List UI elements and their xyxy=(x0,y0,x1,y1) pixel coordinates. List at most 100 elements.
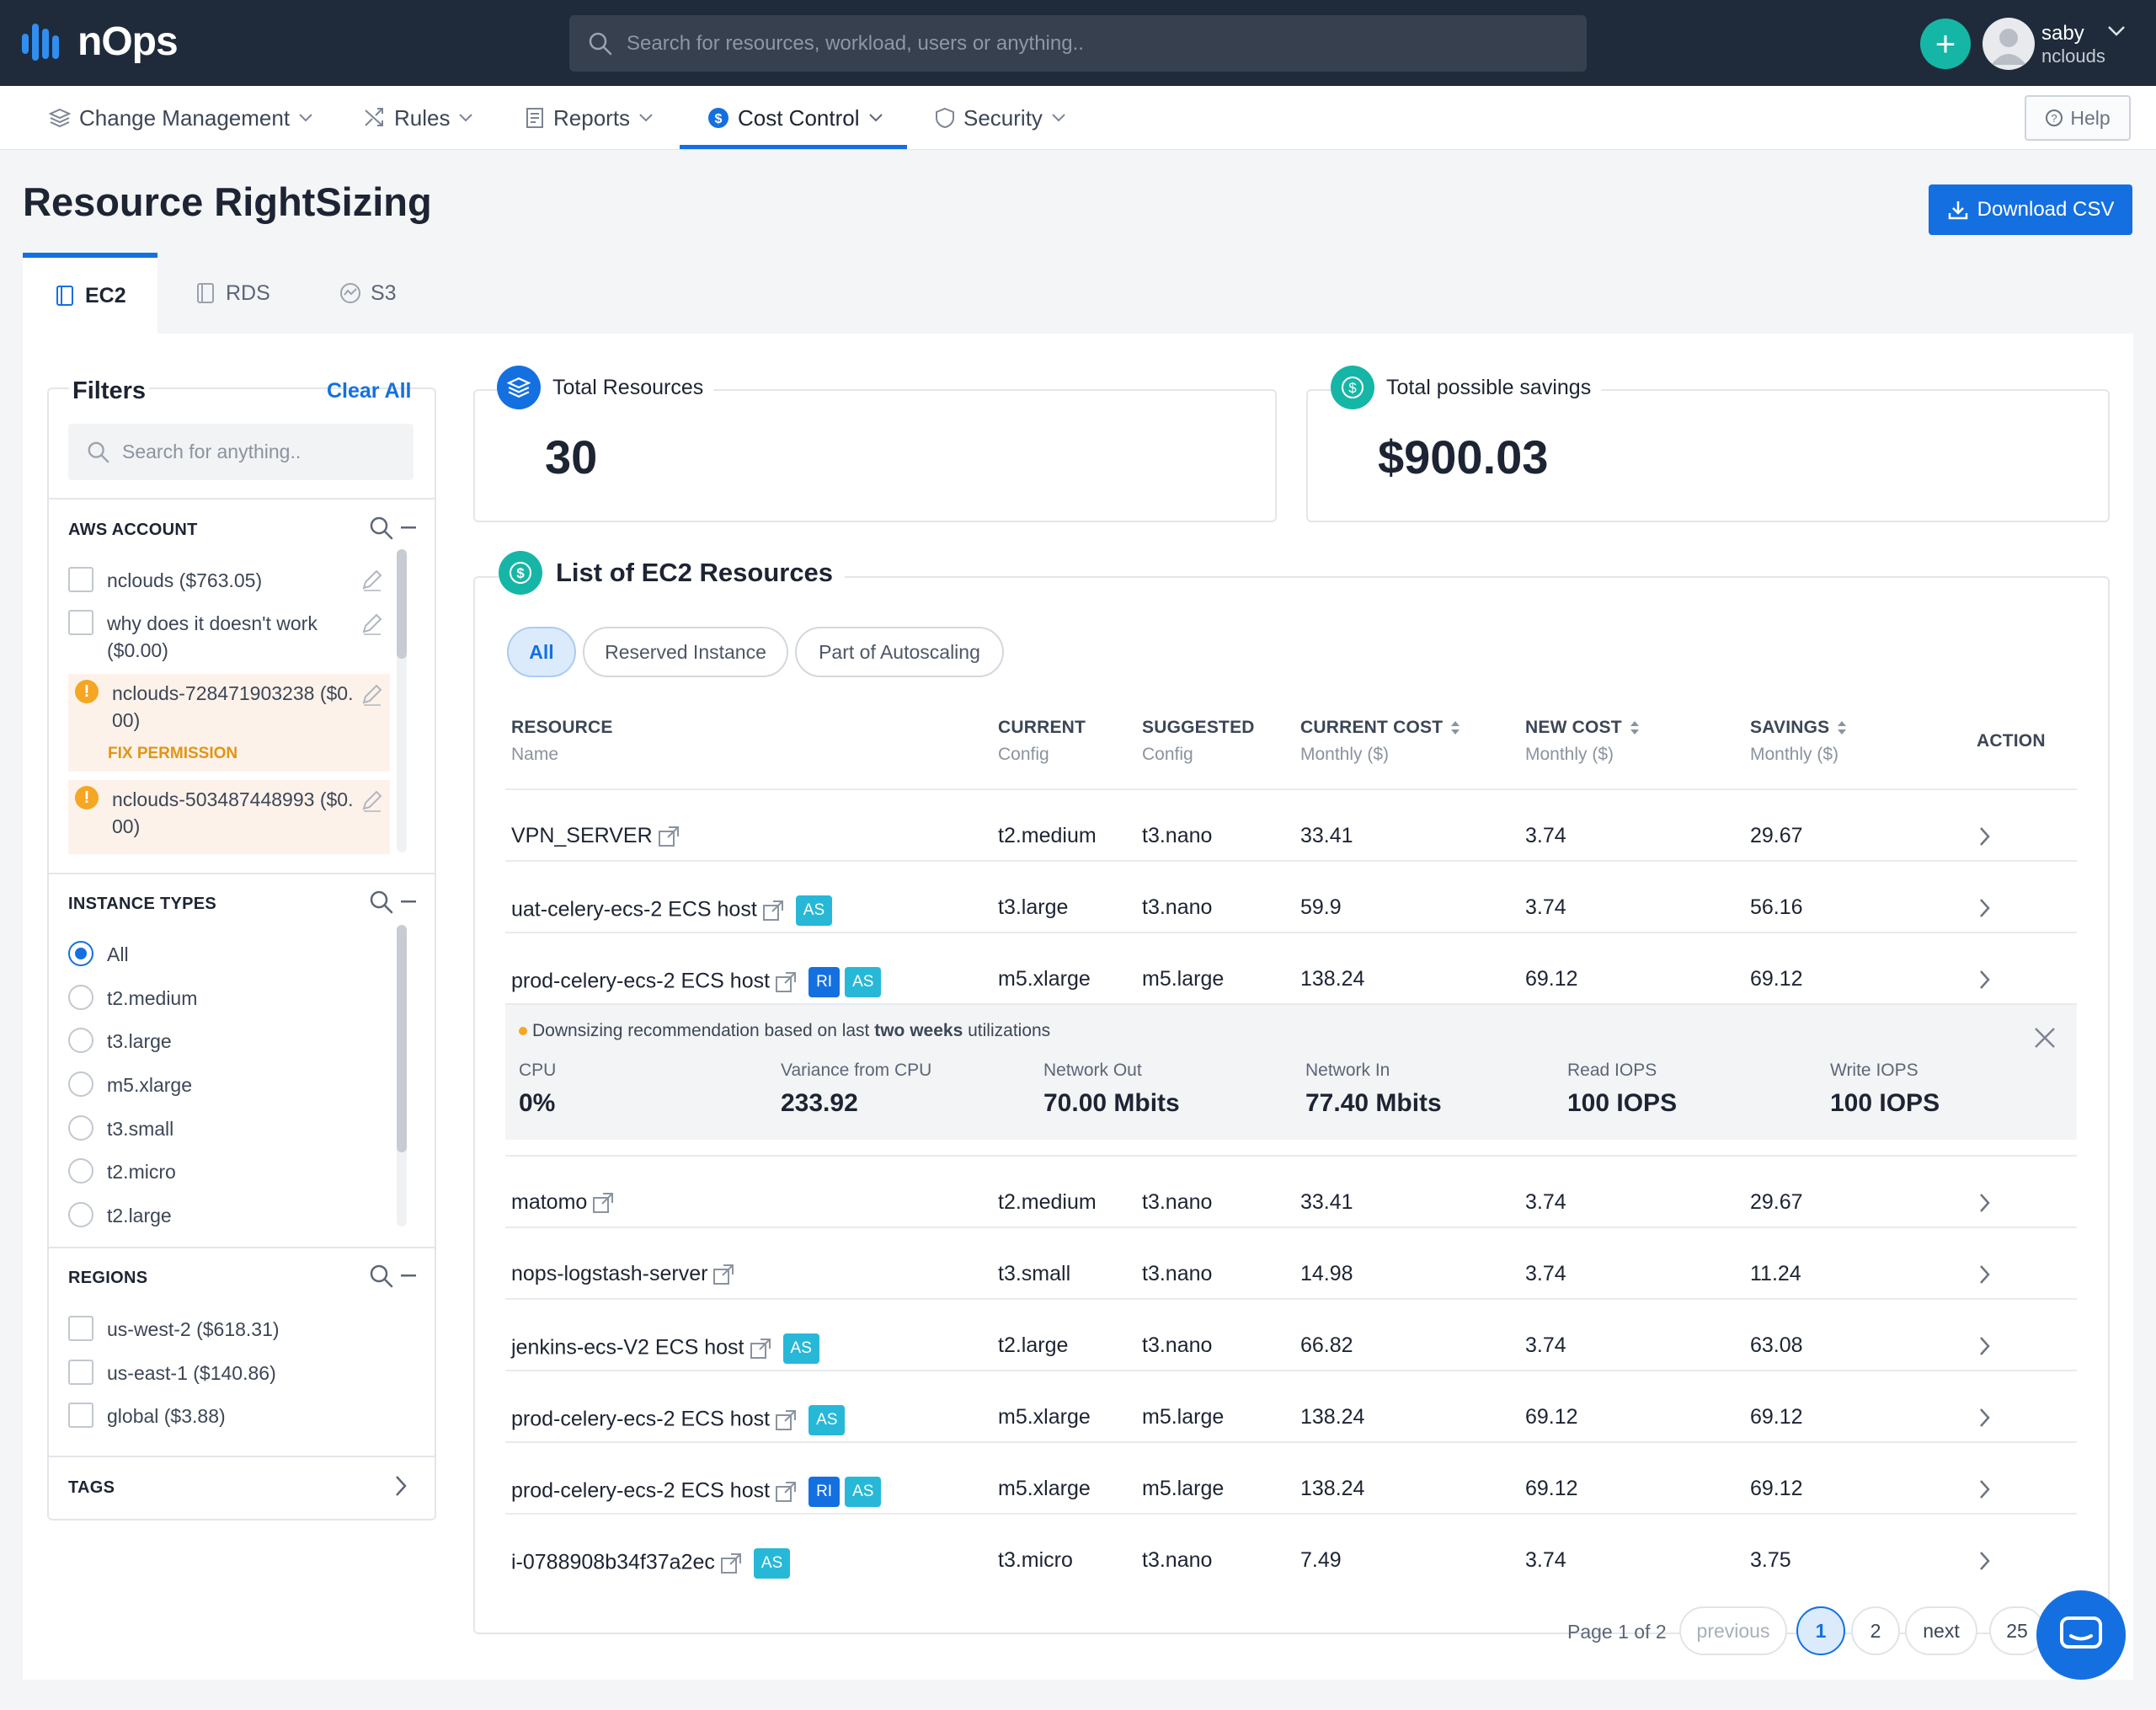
filter-pill-reserved-instance[interactable]: Reserved Instance xyxy=(583,627,788,677)
instance-type-option[interactable]: All xyxy=(68,941,129,968)
filter-search-input[interactable]: Search for anything.. xyxy=(68,424,414,480)
instance-type-option[interactable]: m5.xlarge xyxy=(68,1071,192,1098)
edit-icon[interactable] xyxy=(360,788,384,812)
close-icon[interactable] xyxy=(2033,1026,2057,1050)
radio[interactable] xyxy=(68,1158,93,1184)
col-header-new-cost[interactable]: NEW COST xyxy=(1525,718,1641,738)
resource-name[interactable]: jenkins-ecs-V2 ECS host xyxy=(511,1335,744,1360)
sort-icon[interactable] xyxy=(1836,719,1848,737)
chevron-right-icon[interactable] xyxy=(1978,1264,1992,1285)
chevron-right-icon[interactable] xyxy=(1978,1335,1992,1357)
resource-name[interactable]: nops-logstash-server xyxy=(511,1262,708,1285)
download-csv-button[interactable]: Download CSV xyxy=(1929,184,2132,235)
nav-rules[interactable]: Rules xyxy=(364,86,473,150)
tab-ec2[interactable]: EC2 xyxy=(23,253,157,334)
radio[interactable] xyxy=(68,985,93,1010)
avatar[interactable] xyxy=(1983,18,2035,70)
instance-types-scroll-thumb[interactable] xyxy=(397,925,407,1152)
chevron-right-icon[interactable] xyxy=(1978,1550,1992,1572)
aws-account-option[interactable]: ! nclouds-728471903238 ($0. 00) xyxy=(75,680,353,734)
radio[interactable] xyxy=(68,1202,93,1227)
pagination-page-1[interactable]: 1 xyxy=(1796,1606,1845,1655)
chevron-right-icon[interactable] xyxy=(1978,826,1992,847)
collapse-icon[interactable] xyxy=(401,900,416,904)
global-search-input[interactable] xyxy=(627,31,1553,56)
collapse-icon[interactable] xyxy=(401,1274,416,1278)
radio-selected[interactable] xyxy=(68,941,93,966)
edit-icon[interactable] xyxy=(360,682,384,706)
external-link-icon[interactable] xyxy=(712,1264,734,1285)
user-name[interactable]: saby xyxy=(2041,22,2084,45)
instance-type-option[interactable]: t2.large xyxy=(68,1202,172,1229)
edit-icon[interactable] xyxy=(360,612,384,635)
checkbox[interactable] xyxy=(68,567,93,592)
search-icon[interactable] xyxy=(369,516,394,541)
external-link-icon[interactable] xyxy=(775,971,797,993)
tab-s3[interactable]: S3 xyxy=(339,253,397,334)
nav-cost-control[interactable]: $ Cost Control xyxy=(707,86,883,150)
resource-name[interactable]: i-0788908b34f37a2ec xyxy=(511,1550,715,1574)
tags-heading[interactable]: TAGS xyxy=(68,1478,115,1497)
chevron-down-icon[interactable] xyxy=(2107,25,2126,37)
checkbox[interactable] xyxy=(68,1316,93,1341)
search-icon[interactable] xyxy=(369,1264,394,1289)
filter-pill-all[interactable]: All xyxy=(507,627,576,677)
external-link-icon[interactable] xyxy=(762,900,784,922)
chevron-right-icon[interactable] xyxy=(1978,1478,1992,1500)
region-option[interactable]: us-west-2 ($618.31) xyxy=(68,1316,280,1343)
nops-logo[interactable]: nOps xyxy=(22,19,179,65)
chevron-right-icon[interactable] xyxy=(1978,897,1992,919)
radio[interactable] xyxy=(68,1028,93,1053)
region-option[interactable]: global ($3.88) xyxy=(68,1403,226,1429)
chevron-right-icon[interactable] xyxy=(394,1474,408,1498)
instance-type-option[interactable]: t2.micro xyxy=(68,1158,176,1185)
region-option[interactable]: us-east-1 ($140.86) xyxy=(68,1360,276,1387)
help-button[interactable]: ? Help xyxy=(2025,95,2131,141)
add-button[interactable]: + xyxy=(1920,19,1971,69)
aws-account-scroll-thumb[interactable] xyxy=(397,549,407,659)
sort-icon[interactable] xyxy=(1629,719,1641,737)
resource-name[interactable]: prod-celery-ecs-2 ECS host xyxy=(511,1478,771,1503)
pagination-page-2[interactable]: 2 xyxy=(1851,1606,1900,1655)
external-link-icon[interactable] xyxy=(592,1192,614,1214)
radio[interactable] xyxy=(68,1115,93,1141)
instance-type-option[interactable]: t2.medium xyxy=(68,985,197,1012)
aws-account-option[interactable]: why does it doesn't work ($0.00) xyxy=(68,610,318,664)
pagination-next[interactable]: next xyxy=(1905,1606,1977,1655)
nav-change-management[interactable]: Change Management xyxy=(49,86,313,150)
checkbox[interactable] xyxy=(68,1403,93,1428)
instance-type-option[interactable]: t3.large xyxy=(68,1028,172,1055)
sort-icon[interactable] xyxy=(1449,719,1461,737)
external-link-icon[interactable] xyxy=(720,1552,742,1574)
edit-icon[interactable] xyxy=(360,568,384,591)
checkbox[interactable] xyxy=(68,610,93,635)
col-header-savings[interactable]: SAVINGS xyxy=(1750,718,1848,738)
resource-name[interactable]: prod-celery-ecs-2 ECS host xyxy=(511,969,771,993)
global-search[interactable] xyxy=(569,15,1587,72)
page-size-select[interactable]: 25 xyxy=(1989,1606,2045,1655)
resource-name[interactable]: matomo xyxy=(511,1190,588,1214)
chevron-right-icon[interactable] xyxy=(1978,1192,1992,1214)
nav-reports[interactable]: Reports xyxy=(525,86,654,150)
clear-all-link[interactable]: Clear All xyxy=(327,379,412,403)
aws-account-option[interactable]: ! nclouds-503487448993 ($0. 00) xyxy=(75,786,353,840)
tab-rds[interactable]: RDS xyxy=(194,253,270,334)
external-link-icon[interactable] xyxy=(775,1481,797,1503)
external-link-icon[interactable] xyxy=(775,1409,797,1431)
external-link-icon[interactable] xyxy=(658,826,680,847)
search-icon[interactable] xyxy=(369,890,394,915)
collapse-icon[interactable] xyxy=(401,526,416,530)
instance-type-option[interactable]: t3.small xyxy=(68,1115,173,1142)
col-header-current-cost[interactable]: CURRENT COST xyxy=(1300,718,1461,738)
radio[interactable] xyxy=(68,1071,93,1097)
fix-permission-link[interactable]: FIX PERMISSION xyxy=(108,745,238,762)
nav-security[interactable]: Security xyxy=(935,86,1066,150)
checkbox[interactable] xyxy=(68,1360,93,1385)
external-link-icon[interactable] xyxy=(750,1338,771,1360)
chat-launcher-button[interactable] xyxy=(2036,1590,2126,1680)
filter-pill-autoscaling[interactable]: Part of Autoscaling xyxy=(795,627,1004,677)
resource-name[interactable]: uat-celery-ecs-2 ECS host xyxy=(511,897,757,922)
resource-name[interactable]: VPN_SERVER xyxy=(511,824,653,847)
chevron-right-icon[interactable] xyxy=(1978,969,1992,991)
resource-name[interactable]: prod-celery-ecs-2 ECS host xyxy=(511,1407,771,1431)
